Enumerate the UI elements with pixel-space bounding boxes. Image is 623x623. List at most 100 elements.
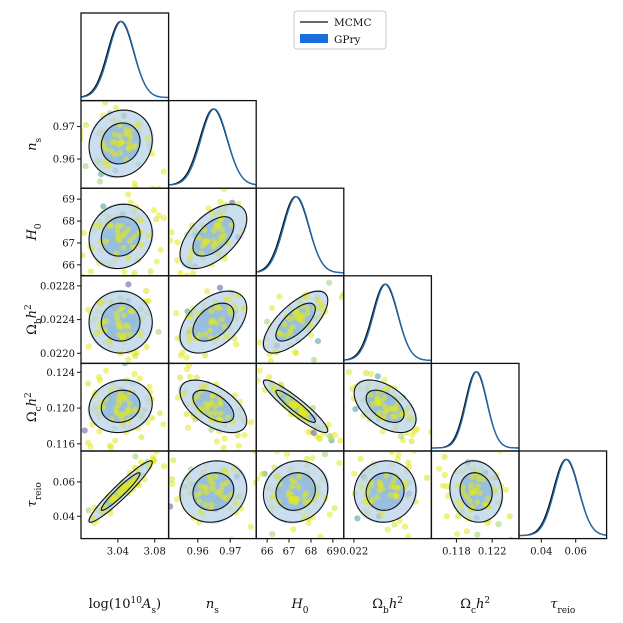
sample-point	[247, 419, 254, 426]
sample-point	[399, 410, 406, 417]
sample-point	[177, 270, 184, 276]
sample-point	[269, 531, 276, 538]
sample-point	[113, 250, 120, 257]
sample-point	[247, 523, 254, 531]
mcmc-contour-68	[100, 389, 141, 423]
mcmc-contour-68	[192, 216, 235, 257]
sample-point	[116, 323, 123, 330]
y-tick-label: 69	[62, 195, 75, 206]
sample-point	[441, 471, 448, 479]
mcmc-contour-68	[100, 302, 141, 342]
sample-point	[337, 437, 344, 444]
sample-point	[189, 270, 197, 276]
sample-point	[211, 177, 217, 183]
sample-point	[358, 484, 365, 491]
sample-point	[274, 472, 281, 479]
sample-point	[137, 331, 144, 338]
sample-point	[132, 474, 139, 481]
sample-point	[144, 135, 151, 142]
sample-point	[474, 531, 481, 538]
sample-point	[497, 451, 504, 454]
sample-point	[127, 237, 133, 244]
sample-point	[127, 331, 134, 338]
sample-point	[124, 396, 131, 402]
sample-point	[131, 370, 138, 377]
sample-point	[132, 453, 139, 460]
x-tick-label: 67	[283, 547, 296, 558]
sample-point	[210, 237, 217, 243]
x-tick-label: 0.122	[478, 547, 507, 558]
sample-point	[125, 226, 132, 233]
sample-point	[459, 484, 466, 491]
y-tick-label: 66	[62, 260, 75, 271]
sample-point	[502, 486, 509, 493]
sample-point	[116, 279, 122, 285]
y-tick-label: 0.06	[53, 477, 75, 488]
panel-3-1	[153, 275, 292, 373]
sample-point	[389, 451, 395, 453]
sample-point	[286, 295, 292, 301]
sample-point	[183, 354, 190, 361]
sample-point	[221, 435, 228, 442]
sample-point	[103, 238, 110, 245]
mcmc-contour-68	[192, 302, 235, 342]
sample-point	[187, 253, 194, 260]
sample-point	[187, 326, 194, 333]
sample-point	[174, 496, 181, 503]
sample-point	[132, 353, 139, 360]
sample-point	[126, 400, 133, 407]
sample-point	[253, 479, 257, 486]
sample-point	[221, 188, 228, 193]
x-tick-label: 0.96	[187, 547, 209, 558]
marginal-mcmc-ns	[168, 108, 257, 186]
sample-point	[161, 371, 167, 377]
sample-point	[148, 414, 156, 421]
sample-point	[389, 406, 396, 413]
sample-point	[410, 451, 417, 455]
sample-point	[182, 103, 188, 109]
sample-point	[379, 485, 386, 492]
sample-point	[376, 479, 383, 486]
sample-point	[217, 410, 224, 417]
sample-point	[92, 221, 99, 228]
sample-point	[332, 260, 338, 266]
sample-point	[213, 438, 221, 445]
sample-point	[434, 434, 440, 440]
mcmc-contour-95	[88, 379, 153, 434]
marginal-mcmc-logA	[81, 20, 169, 99]
sample-point	[443, 513, 450, 520]
sample-point	[100, 203, 107, 210]
sample-point	[228, 536, 235, 539]
sample-point	[81, 229, 88, 236]
sample-point	[362, 498, 369, 505]
sample-point	[318, 301, 325, 308]
sample-point	[125, 191, 132, 198]
sample-point	[96, 178, 104, 185]
sample-point	[96, 300, 103, 307]
sample-point	[145, 232, 152, 239]
sample-point	[119, 138, 125, 145]
sample-point	[160, 421, 167, 428]
sample-point	[143, 343, 150, 351]
sample-point	[453, 530, 461, 538]
sample-point	[204, 288, 211, 295]
sample-point	[391, 484, 398, 491]
sample-point	[177, 374, 184, 381]
marginal-mcmc-Obh2	[343, 283, 432, 361]
sample-point	[153, 367, 159, 373]
sample-point	[209, 392, 216, 399]
sample-point	[125, 281, 132, 288]
sample-point	[87, 268, 94, 275]
sample-point	[136, 375, 143, 382]
sample-point	[197, 483, 204, 490]
sample-point	[55, 179, 61, 185]
panel-0-0	[80, 12, 170, 102]
sample-point	[112, 437, 119, 444]
sample-point	[402, 523, 409, 530]
x-tick-label: 68	[305, 547, 318, 558]
sample-point	[465, 515, 472, 522]
sample-point	[391, 521, 398, 528]
sample-point	[115, 397, 122, 403]
sample-point	[200, 242, 206, 249]
sample-point	[198, 250, 205, 257]
